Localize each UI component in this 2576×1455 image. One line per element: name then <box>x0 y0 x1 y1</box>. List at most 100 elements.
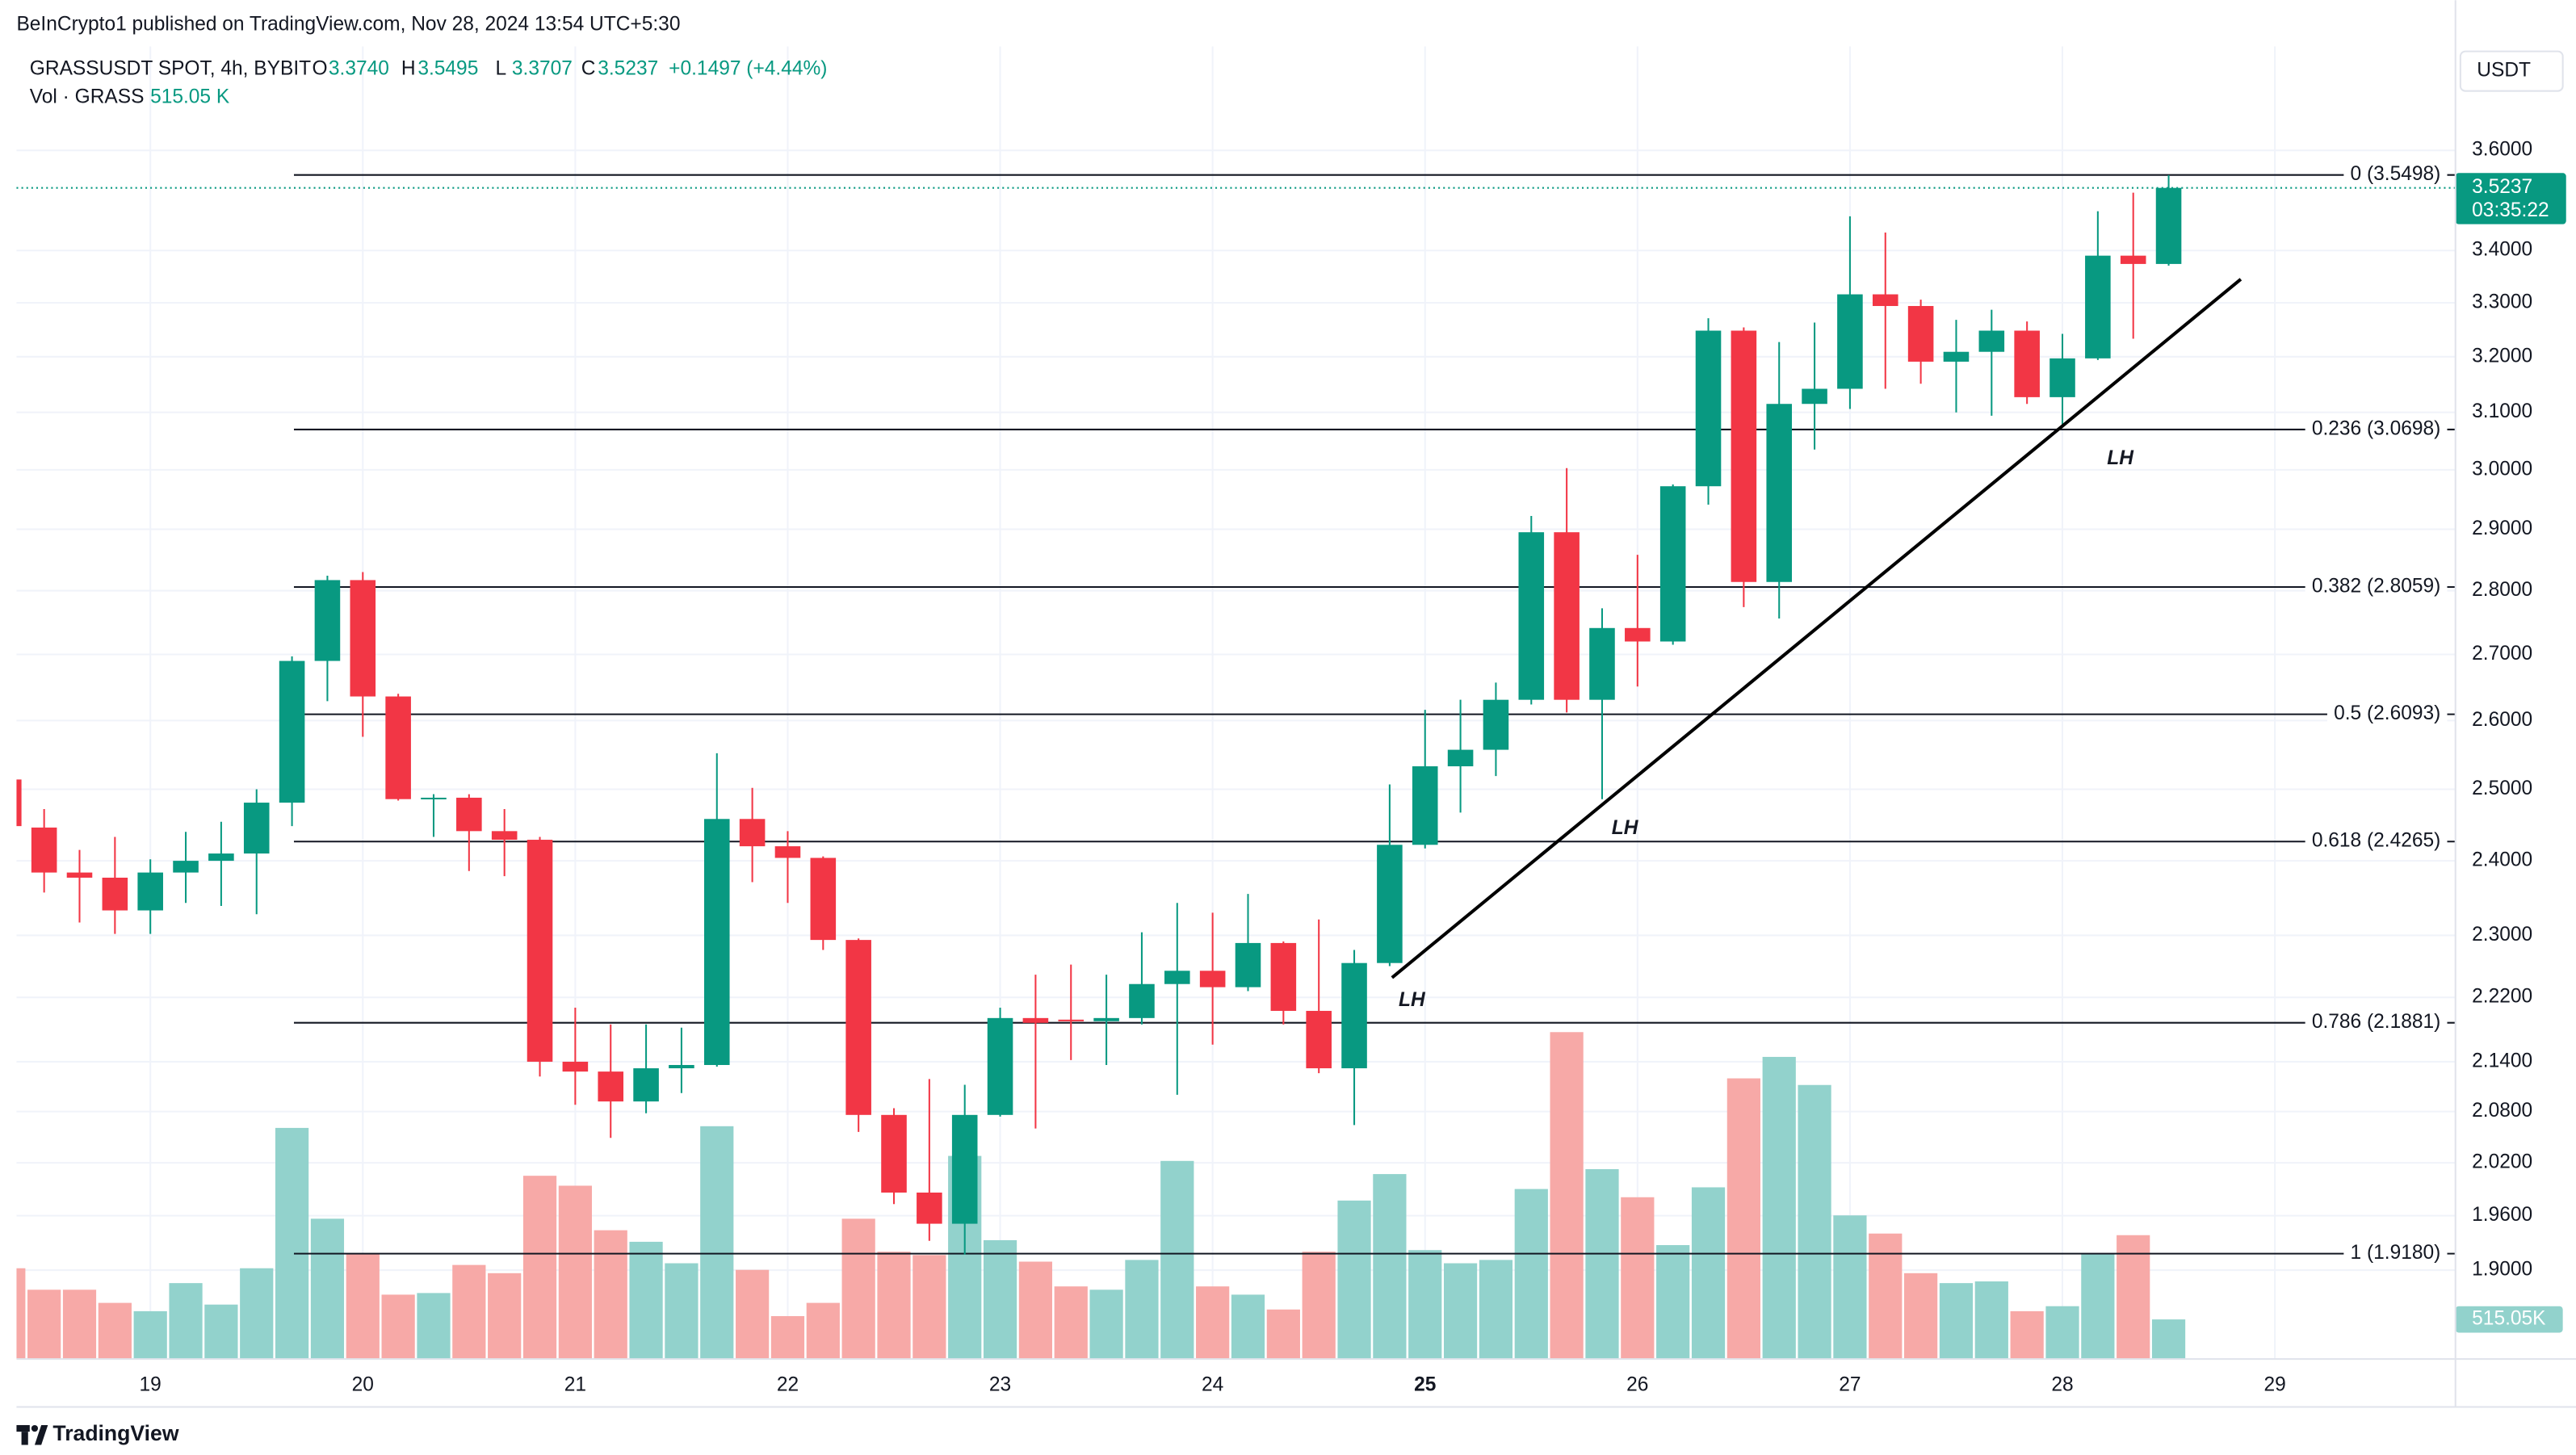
ohlc-key: O <box>312 58 327 80</box>
candle-body <box>1306 1010 1332 1069</box>
volume-bar <box>2151 1319 2186 1360</box>
candle-body <box>2049 358 2075 397</box>
volume-bar <box>558 1185 592 1360</box>
volume-bar <box>169 1283 203 1360</box>
volume-bar <box>629 1241 663 1360</box>
candle-body <box>703 819 730 1065</box>
volume-bar <box>1479 1260 1513 1360</box>
currency-box[interactable] <box>2459 50 2564 92</box>
volume-title: Vol · GRASS <box>30 86 145 107</box>
y-tick-label: 2.1400 <box>2472 1050 2532 1071</box>
plot-area <box>16 174 2456 1360</box>
volume-bar <box>452 1264 486 1360</box>
candle-body <box>1129 983 1155 1018</box>
y-tick-label: 3.3000 <box>2472 291 2532 313</box>
volume-bar <box>1231 1294 1265 1360</box>
ohlc-key: L <box>495 58 506 80</box>
candle-body <box>1978 330 2005 352</box>
candle-body <box>208 853 234 862</box>
x-tick-label: 21 <box>564 1373 586 1395</box>
candle-body <box>1022 1017 1049 1023</box>
volume-bar <box>1656 1245 1690 1360</box>
candle-body <box>739 819 766 847</box>
volume-bar <box>204 1304 238 1360</box>
ohlc-value: 3.5495 <box>417 58 478 80</box>
volume-bar <box>1904 1273 1938 1360</box>
candle-body <box>173 861 199 873</box>
ohlc-value: 3.5237 <box>598 58 658 80</box>
volume-bar <box>770 1315 805 1360</box>
annotation: LH <box>1399 989 1426 1011</box>
y-tick-label: 3.1000 <box>2472 400 2532 422</box>
annotation: LH <box>2107 447 2134 469</box>
candle-body <box>1731 330 1757 582</box>
candle-body <box>31 827 57 873</box>
trend-line <box>1391 278 2242 979</box>
volume-bar <box>1939 1283 1974 1360</box>
y-tick-label: 2.7000 <box>2472 643 2532 665</box>
fib-label-bg <box>2343 1242 2448 1264</box>
candle-body <box>1093 1017 1119 1021</box>
volume-bar <box>1196 1286 1230 1360</box>
candle-body <box>987 1017 1013 1115</box>
volume-bar <box>983 1239 1017 1360</box>
candle-body <box>951 1114 978 1224</box>
candle-body <box>669 1064 694 1069</box>
volume-bar <box>1726 1078 1760 1360</box>
candle-body <box>2014 330 2040 397</box>
fib-label-bg <box>2305 575 2448 598</box>
volume-bar <box>1550 1032 1584 1360</box>
volume-bar <box>1160 1160 1194 1360</box>
fib-label: 0.618 (2.4265) <box>2312 830 2440 852</box>
fib-label-bg <box>2305 417 2448 440</box>
y-tick-label: 2.0200 <box>2472 1151 2532 1173</box>
volume-bar <box>1621 1197 1655 1360</box>
candle-body <box>527 840 553 1062</box>
candle-body <box>1695 330 1722 487</box>
volume-bar <box>1443 1263 1478 1360</box>
volume-bar <box>275 1127 309 1360</box>
volume-bar <box>736 1269 770 1360</box>
candle-body <box>633 1068 659 1102</box>
candle-body <box>774 846 801 858</box>
volume-bar <box>240 1268 274 1360</box>
y-tick-label: 2.6000 <box>2472 709 2532 731</box>
ohlc-value: 3.3740 <box>329 58 389 80</box>
volume-value-box <box>2455 1306 2563 1333</box>
currency[interactable]: USDT <box>2477 60 2531 82</box>
y-tick-label: 2.3000 <box>2472 924 2532 946</box>
symbol: GRASSUSDT SPOT, 4h, BYBIT <box>30 58 311 80</box>
grid <box>16 46 2456 1360</box>
candle-body <box>16 779 22 827</box>
volume-bar <box>1018 1261 1053 1360</box>
volume-bar <box>700 1126 734 1360</box>
volume-bar <box>2081 1253 2115 1360</box>
labels: 3.6000 3.4000 3.3000 3.2000 3.1000 3.0000 2.90… <box>16 139 2566 1395</box>
volume-bar <box>1798 1084 1831 1360</box>
brand: TradingView <box>52 1421 178 1445</box>
volume-axis-label: 515.05K <box>2472 1308 2546 1330</box>
volume-bar <box>1266 1309 1300 1360</box>
ohlc-value: 3.3707 <box>512 58 573 80</box>
candle-body <box>137 872 163 911</box>
candle-body <box>562 1061 589 1072</box>
y-tick-label: 2.4000 <box>2472 849 2532 871</box>
candle-body <box>1837 294 1863 389</box>
candle-body <box>1766 404 1793 582</box>
volume-bar <box>2117 1235 2150 1360</box>
candle-body <box>1164 971 1190 984</box>
y-tick-label: 2.8000 <box>2472 579 2532 601</box>
x-tick-label: 27 <box>1839 1373 1861 1395</box>
countdown: 03:35:22 <box>2472 199 2549 221</box>
x-tick-label: 23 <box>989 1373 1011 1395</box>
x-tick-label: 20 <box>352 1373 374 1395</box>
volume-bar <box>1514 1189 1548 1360</box>
fib-label-bg <box>2326 702 2448 725</box>
candle-body <box>1270 942 1297 1011</box>
volume-bar <box>913 1255 946 1360</box>
volume-bar <box>62 1289 97 1360</box>
fib-label: 0.236 (3.0698) <box>2312 417 2440 439</box>
